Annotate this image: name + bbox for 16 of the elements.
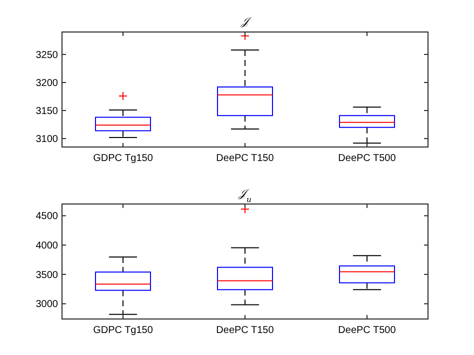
x-tick-label: DeePC T150 — [216, 325, 274, 336]
y-tick-label: 3100 — [36, 134, 58, 146]
y-tick-label: 3200 — [36, 78, 58, 89]
x-tick-label: DeePC T150 — [216, 153, 274, 164]
y-tick-label: 3000 — [36, 299, 58, 310]
y-tick-label: 3500 — [36, 270, 58, 281]
y-tick-label: 4500 — [36, 211, 58, 222]
x-tick-label: GDPC Tg150 — [93, 153, 154, 164]
y-tick-label: 3150 — [36, 106, 58, 118]
chart-title: 𝒥 — [240, 15, 253, 28]
chart-title: 𝒥$_{u}$ — [238, 187, 252, 204]
y-tick-label: 3250 — [36, 50, 58, 61]
x-tick-label: GDPC Tg150 — [93, 325, 154, 336]
y-tick-label: 4000 — [36, 240, 58, 252]
x-tick-label: DeePC T500 — [338, 153, 396, 164]
x-tick-label: DeePC T500 — [338, 325, 396, 336]
